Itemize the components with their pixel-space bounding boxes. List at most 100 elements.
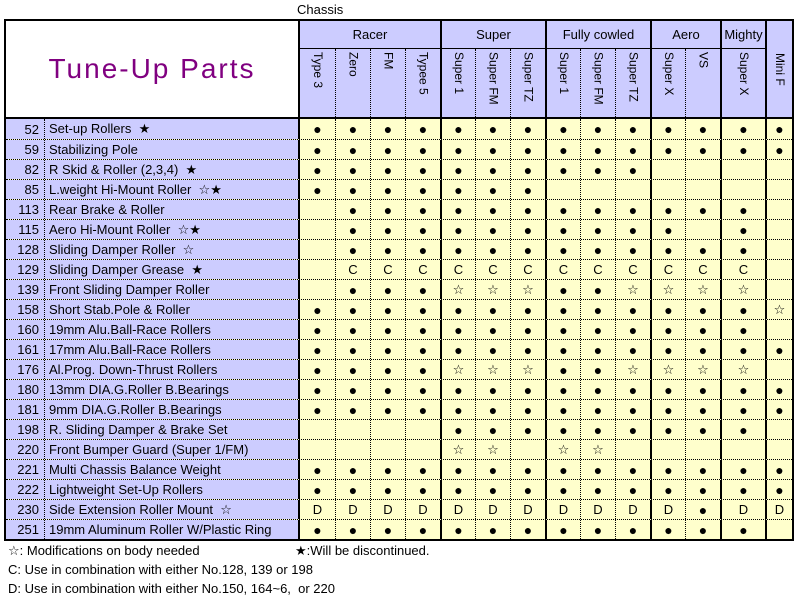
- compatible-dot-icon: ●: [628, 301, 638, 318]
- part-number: 128: [6, 240, 44, 259]
- part-row: 160 19mm Alu.Ball-Race Rollers ● ● ● ● ● ● ● ● ● ● ●…: [6, 319, 792, 339]
- compatible-dot-icon: ●: [628, 241, 638, 258]
- compatible-dot-icon: ●: [559, 341, 568, 358]
- column-header-label: Super FM: [591, 52, 606, 105]
- compatible-dot-icon: ●: [383, 461, 393, 478]
- compatible-dot-icon: ●: [454, 341, 463, 358]
- compat-cell: ●: [720, 240, 765, 259]
- compat-cell: ●: [510, 520, 545, 539]
- body-mod-star-icon: ☆: [452, 282, 465, 297]
- compat-cell: ●: [405, 320, 440, 339]
- compat-cell: C: [685, 260, 720, 279]
- compat-cell: ●: [405, 400, 440, 419]
- compatible-dot-icon: ●: [454, 381, 463, 398]
- compat-cell: ●: [545, 340, 580, 359]
- compat-cell: [720, 440, 765, 459]
- compatible-dot-icon: ●: [313, 141, 322, 158]
- compatible-dot-icon: ●: [418, 321, 428, 338]
- compat-cell: ●: [440, 180, 475, 199]
- part-number: 222: [6, 480, 44, 499]
- body-mod-star-icon: ☆: [592, 442, 604, 457]
- part-name: Multi Chassis Balance Weight: [44, 460, 300, 479]
- compatible-dot-icon: ●: [383, 281, 393, 298]
- compatible-dot-icon: ●: [628, 141, 638, 158]
- column-header-label: Mini F: [772, 52, 787, 86]
- compat-cell: ●: [335, 140, 370, 159]
- compat-cell: ●: [405, 240, 440, 259]
- compat-cell: ●: [405, 480, 440, 499]
- part-number: 115: [6, 220, 44, 239]
- compat-cell: ●: [580, 400, 615, 419]
- compat-cell: ●: [405, 460, 440, 479]
- compatible-dot-icon: ●: [664, 421, 673, 438]
- compat-cell: D: [650, 500, 685, 519]
- legend-combo-c: C: Use in combination with either No.128…: [8, 562, 313, 577]
- compat-cell: ●: [720, 300, 765, 319]
- compat-cell: ●: [615, 220, 650, 239]
- compatible-dot-icon: ●: [488, 341, 498, 358]
- compat-cell: ●: [545, 360, 580, 379]
- compatible-dot-icon: ●: [313, 521, 322, 538]
- compat-cell: D: [720, 500, 765, 519]
- compat-cell: ●: [370, 360, 405, 379]
- compatible-dot-icon: ●: [418, 381, 428, 398]
- column-header-label: Typee 5: [416, 52, 431, 95]
- compatible-dot-icon: ●: [454, 161, 463, 178]
- compatible-dot-icon: ●: [383, 221, 393, 238]
- compat-cell: ●: [545, 460, 580, 479]
- compatible-dot-icon: ●: [698, 121, 708, 137]
- compat-cell: ●: [545, 119, 580, 139]
- combo-letter: D: [523, 502, 533, 517]
- compat-cell: ●: [475, 320, 510, 339]
- compatible-dot-icon: ●: [698, 141, 708, 158]
- compatible-dot-icon: ●: [488, 141, 498, 158]
- part-name: 19mm Alu.Ball-Race Rollers: [44, 320, 300, 339]
- compat-cell: C: [405, 260, 440, 279]
- compatible-dot-icon: ●: [739, 421, 748, 438]
- compat-cell: ●: [440, 220, 475, 239]
- compat-cell: [765, 440, 792, 459]
- part-number: 52: [6, 119, 44, 139]
- compat-cell: ●: [405, 360, 440, 379]
- compatible-dot-icon: ●: [593, 421, 603, 438]
- compat-cell: ●: [720, 140, 765, 159]
- combo-letter: C: [523, 262, 533, 277]
- compatible-dot-icon: ●: [523, 321, 533, 338]
- compat-cell: ●: [650, 220, 685, 239]
- compat-cell: ●: [545, 480, 580, 499]
- compat-cell: ●: [335, 520, 370, 539]
- compat-cell: ●: [510, 460, 545, 479]
- compat-cell: ●: [440, 400, 475, 419]
- compatible-dot-icon: ●: [523, 141, 533, 158]
- compatible-dot-icon: ●: [593, 301, 603, 318]
- compat-cell: ●: [510, 380, 545, 399]
- combo-letter: C: [453, 262, 464, 277]
- part-name: Rear Brake & Roller: [44, 200, 300, 219]
- part-name: Front Sliding Damper Roller: [44, 280, 300, 299]
- column-header-label: Super FM: [486, 52, 501, 105]
- column-header-row: Type 3 Zero FM Typee 5 Super 1 Super FM Super …: [300, 49, 765, 117]
- compat-cell: ●: [615, 200, 650, 219]
- compat-cell: ●: [510, 119, 545, 139]
- compat-cell: [765, 240, 792, 259]
- compat-cell: D: [440, 500, 475, 519]
- compatible-dot-icon: ●: [523, 121, 533, 137]
- compatible-dot-icon: ●: [559, 401, 568, 418]
- column-header: Super TZ: [510, 49, 545, 117]
- compatible-dot-icon: ●: [523, 181, 533, 198]
- compat-cell: ●: [545, 140, 580, 159]
- body-mod-star-icon: ☆: [773, 302, 786, 317]
- compat-cell: ●: [475, 119, 510, 139]
- compat-cell: ●: [335, 220, 370, 239]
- column-header: Zero: [335, 49, 370, 117]
- compat-cell: D: [580, 500, 615, 519]
- compat-cell: ●: [300, 520, 335, 539]
- compatible-dot-icon: ●: [348, 461, 358, 478]
- compat-cell: D: [405, 500, 440, 519]
- compat-cell: ●: [580, 140, 615, 159]
- compat-cell: ☆: [475, 440, 510, 459]
- compatible-dot-icon: ●: [313, 461, 322, 478]
- compatible-dot-icon: ●: [698, 521, 708, 538]
- compatible-dot-icon: ●: [739, 401, 748, 418]
- column-header-mini-f: Mini F: [765, 21, 792, 117]
